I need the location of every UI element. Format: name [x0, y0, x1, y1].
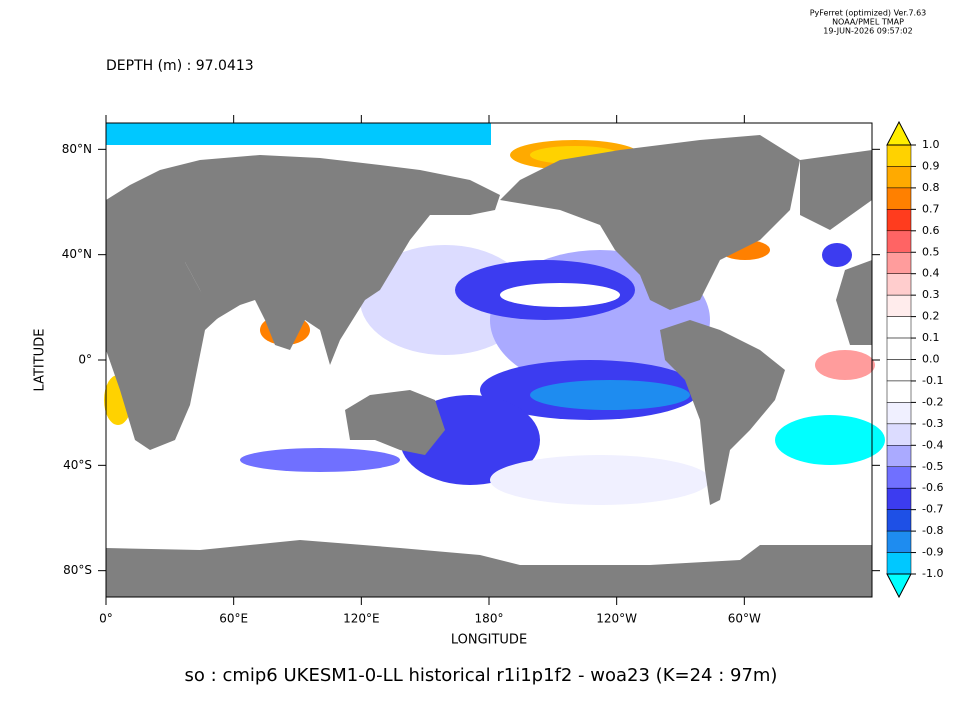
colorbar-label: 0.7 [922, 202, 940, 215]
colorbar-label: 0.0 [922, 353, 940, 366]
colorbar-label: -0.9 [922, 546, 943, 559]
land [660, 320, 785, 505]
color-band [886, 144, 912, 167]
y-axis-label: LATITUDE [33, 329, 48, 392]
x-tick-label: 0° [99, 612, 113, 626]
colorbar-label: 0.4 [922, 267, 940, 280]
colorbar-label: -0.8 [922, 524, 943, 537]
field-patch [240, 448, 400, 472]
org: NOAA/PMEL TMAP [832, 18, 904, 27]
color-band [886, 230, 912, 253]
colorbar-label: 0.3 [922, 288, 940, 301]
x-axis-label: LONGITUDE [451, 633, 527, 648]
title: so : cmip6 UKESM1-0-LL historical r1i1p1… [185, 665, 778, 686]
timestamp: 19-JUN-2026 09:57:02 [823, 27, 912, 36]
field-patch [490, 455, 710, 505]
under-triangle [886, 573, 912, 599]
y-tick-label: 40°N [62, 247, 92, 261]
colorbar-label: 0.8 [922, 181, 940, 194]
colorbar-label: -0.7 [922, 503, 943, 516]
x-tick-label: 120°E [343, 612, 380, 626]
color-band [886, 337, 912, 360]
land [345, 390, 445, 455]
color-band [886, 166, 912, 189]
color-band [886, 294, 912, 317]
field-patch [815, 350, 875, 380]
color-band [886, 273, 912, 296]
colorbar-label: 1.0 [922, 138, 940, 151]
software: PyFerret (optimized) Ver.7.63 [810, 9, 927, 18]
colorbar-label: -0.3 [922, 417, 943, 430]
x-tick-label: 120°W [596, 612, 637, 626]
color-band [886, 187, 912, 210]
color-band [886, 509, 912, 532]
colorbar-label: -0.1 [922, 374, 943, 387]
color-band [886, 487, 912, 510]
field-patch [822, 243, 852, 267]
x-tick-label: 60°E [219, 612, 248, 626]
colorbar-label: -0.5 [922, 460, 943, 473]
color-band [886, 402, 912, 425]
map [104, 122, 885, 598]
colorbar-label: -0.6 [922, 481, 943, 494]
colorbar-label: 0.5 [922, 245, 940, 258]
field-patch [775, 415, 885, 465]
color-band [886, 423, 912, 446]
color-band [886, 209, 912, 232]
y-tick-label: 80°S [63, 563, 92, 577]
field-patch [530, 380, 690, 410]
colorbar-label: 0.1 [922, 331, 940, 344]
land [800, 150, 872, 345]
over-triangle [886, 120, 912, 146]
colorbar-label: 0.6 [922, 224, 940, 237]
colorbar-label: 0.9 [922, 159, 940, 172]
colorbar-label: 0.2 [922, 310, 940, 323]
subtitle: DEPTH (m) : 97.0413 [106, 58, 254, 74]
colorbar-label: -1.0 [922, 567, 943, 580]
field-patch [500, 283, 620, 307]
color-band [886, 445, 912, 467]
land [106, 540, 872, 597]
x-tick-label: 180° [475, 612, 504, 626]
y-tick-label: 40°S [63, 458, 92, 472]
y-tick-label: 0° [78, 353, 92, 367]
colorbar-label: -0.2 [922, 395, 943, 408]
y-tick-label: 80°N [62, 142, 92, 156]
colorbar-label: -0.4 [922, 438, 943, 451]
land [106, 155, 500, 365]
color-band [886, 466, 912, 489]
land [500, 135, 800, 310]
x-tick-label: 60°W [728, 612, 761, 626]
land [106, 262, 218, 450]
color-band [886, 359, 912, 382]
field-patch [106, 123, 491, 145]
color-band [886, 530, 912, 553]
color-band [886, 252, 912, 274]
color-band [886, 316, 912, 339]
color-band [886, 380, 912, 403]
color-band [886, 552, 912, 575]
